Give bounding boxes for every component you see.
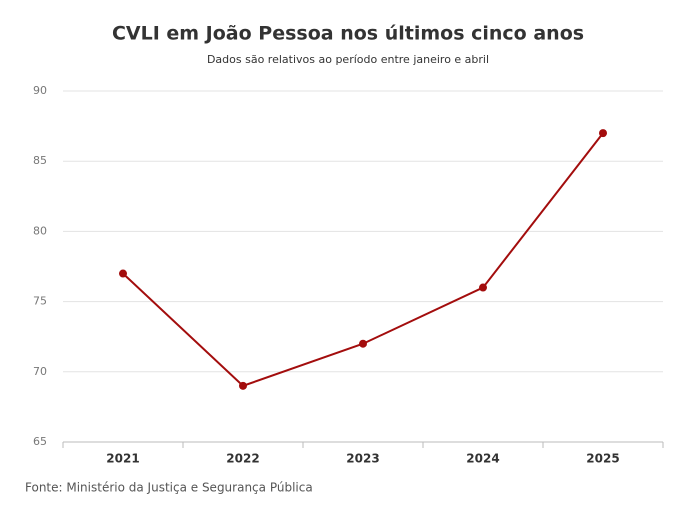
y-tick-label: 65 [33, 435, 47, 448]
y-tick-label: 80 [33, 224, 47, 237]
x-tick-label: 2021 [106, 452, 139, 466]
x-tick-label: 2022 [226, 452, 259, 466]
x-tick-label: 2023 [346, 452, 379, 466]
chart-subtitle: Dados são relativos ao período entre jan… [207, 53, 489, 66]
chart-title: CVLI em João Pessoa nos últimos cinco an… [112, 23, 584, 45]
data-point [119, 269, 127, 278]
data-point [239, 381, 247, 390]
source-note: Fonte: Ministério da Justiça e Segurança… [25, 481, 313, 495]
y-tick-label: 75 [33, 295, 47, 308]
data-point [359, 339, 367, 348]
data-point [479, 283, 487, 292]
y-tick-label: 90 [33, 84, 47, 97]
y-tick-label: 70 [33, 365, 47, 378]
line-series [122, 132, 604, 387]
data-point [599, 129, 607, 138]
x-tick-label: 2024 [466, 452, 499, 466]
y-tick-label: 85 [33, 154, 47, 167]
x-tick-label: 2025 [586, 452, 619, 466]
